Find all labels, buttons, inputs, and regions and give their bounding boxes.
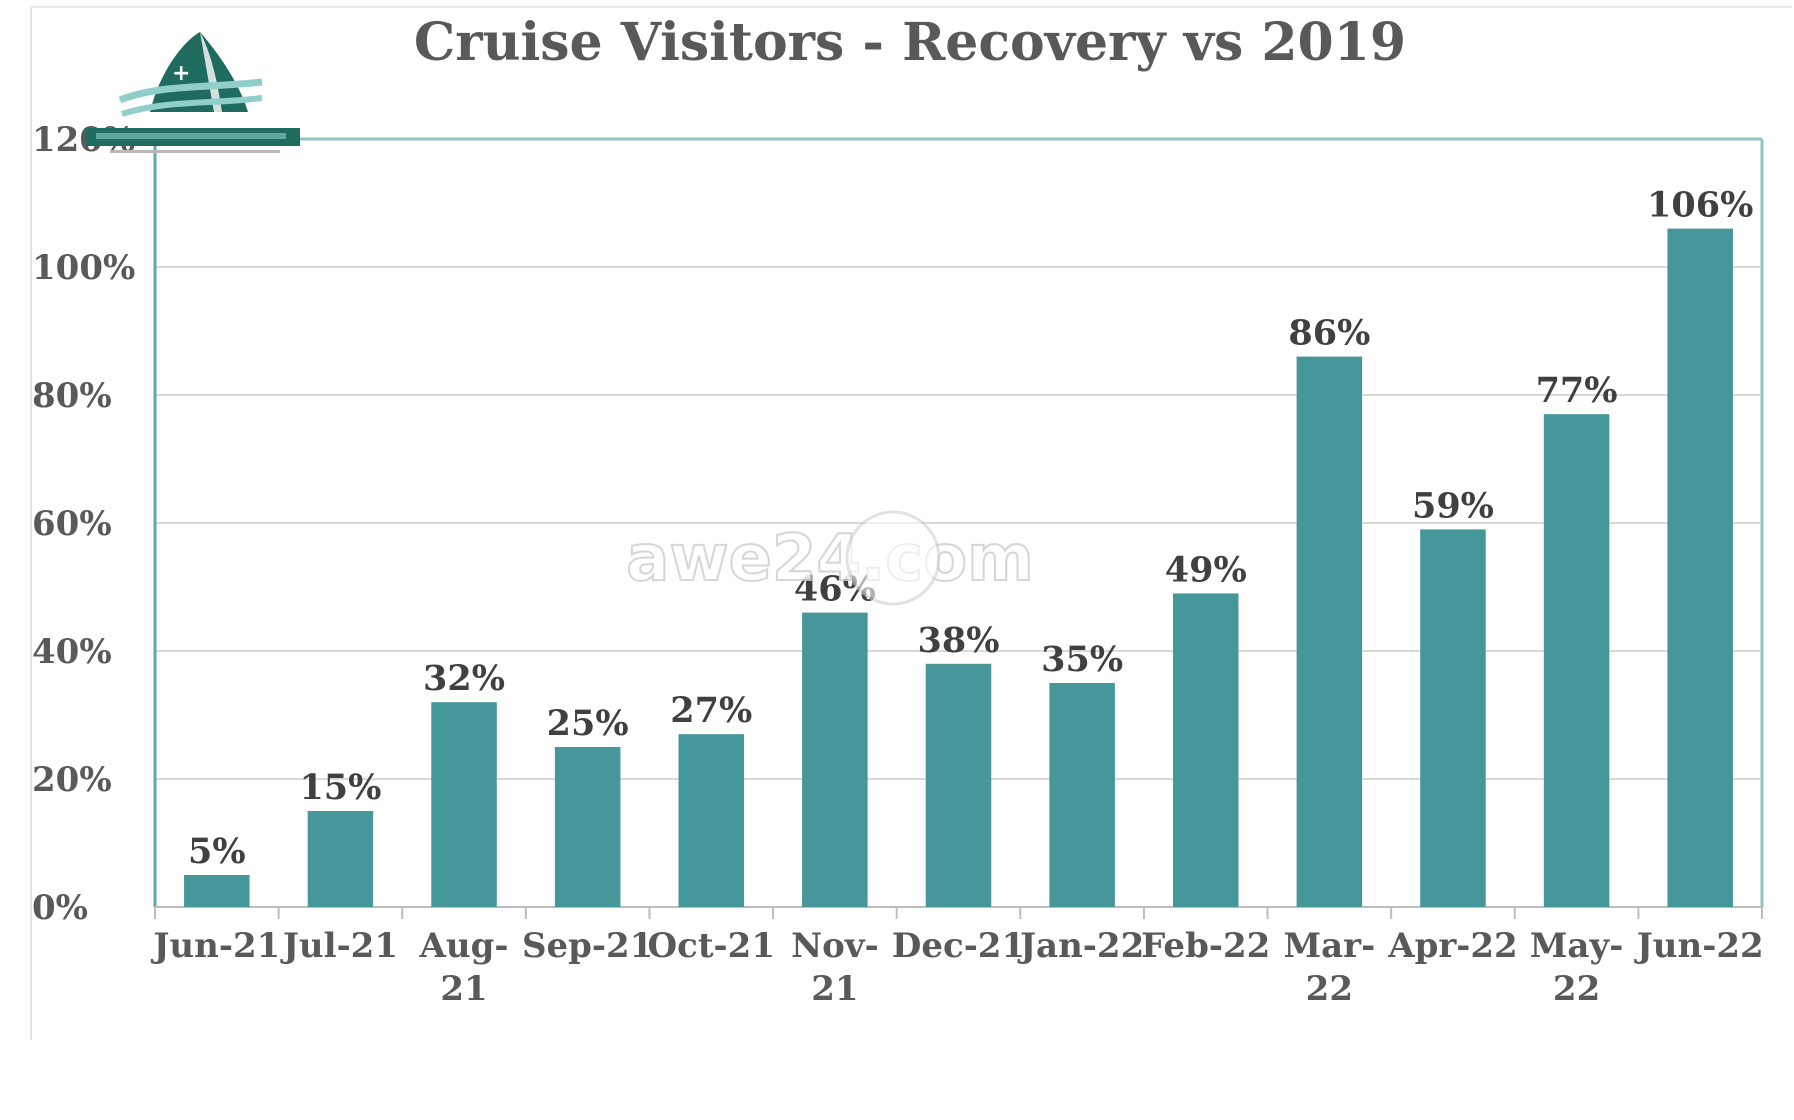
x-tick-label: Nov-21 — [791, 926, 879, 1009]
bar — [554, 747, 621, 907]
x-tick-label: Jul-21 — [280, 926, 398, 966]
svg-text:+: + — [172, 61, 190, 86]
x-tick-label: Sep-21 — [522, 926, 653, 966]
data-label: 35% — [1041, 639, 1123, 680]
watermark: awe24.com — [626, 522, 1034, 596]
y-tick-label: 100% — [32, 248, 135, 288]
bars — [184, 228, 1733, 908]
data-label: 27% — [670, 690, 752, 731]
data-label: 77% — [1536, 370, 1618, 411]
y-tick-label: 20% — [32, 760, 112, 800]
data-label: 32% — [423, 658, 505, 699]
x-tick-label: Jun-21 — [150, 926, 280, 966]
bar — [1172, 593, 1239, 907]
data-label: 49% — [1165, 549, 1247, 590]
x-tick-label: Mar-22 — [1283, 926, 1375, 1009]
x-tick-label: Dec-21 — [892, 926, 1025, 966]
y-tick-label: 60% — [32, 504, 112, 544]
data-label: 38% — [918, 620, 1000, 661]
bar — [1667, 228, 1733, 908]
watermark-globe-icon — [845, 510, 941, 606]
chart-title: Cruise Visitors - Recovery vs 2019 — [414, 12, 1406, 73]
bar — [802, 612, 868, 907]
y-tick-label: 40% — [32, 632, 112, 672]
x-tick-label: May-22 — [1530, 926, 1624, 1009]
bar — [925, 663, 992, 907]
data-label: 25% — [547, 703, 629, 744]
bar — [678, 734, 745, 907]
x-tick-label: Oct-21 — [648, 926, 775, 966]
data-label: 86% — [1288, 313, 1370, 354]
harbour-logo: + — [86, 32, 300, 153]
data-label: 5% — [188, 831, 246, 872]
y-axis-ticks: 0%20%40%60%80%100%120% — [32, 120, 135, 928]
y-tick-label: 0% — [32, 888, 88, 928]
data-label: 106% — [1647, 185, 1753, 226]
x-tick-label: Apr-22 — [1387, 926, 1518, 966]
bar — [1296, 356, 1363, 908]
x-tick-label: Jun-22 — [1634, 926, 1764, 966]
data-label: 59% — [1412, 485, 1494, 526]
x-tick-label: Feb-22 — [1141, 926, 1270, 966]
chart-frame — [30, 6, 1792, 1040]
y-tick-label: 80% — [32, 376, 112, 416]
bar — [1049, 683, 1115, 907]
bar — [1543, 414, 1610, 907]
data-label: 15% — [299, 767, 381, 808]
x-tick-label: Jan-22 — [1017, 926, 1144, 966]
bar — [431, 702, 497, 907]
bar — [184, 875, 250, 907]
bar — [1420, 529, 1486, 907]
x-tick-label: Aug-21 — [419, 926, 509, 1009]
bar — [307, 811, 374, 907]
